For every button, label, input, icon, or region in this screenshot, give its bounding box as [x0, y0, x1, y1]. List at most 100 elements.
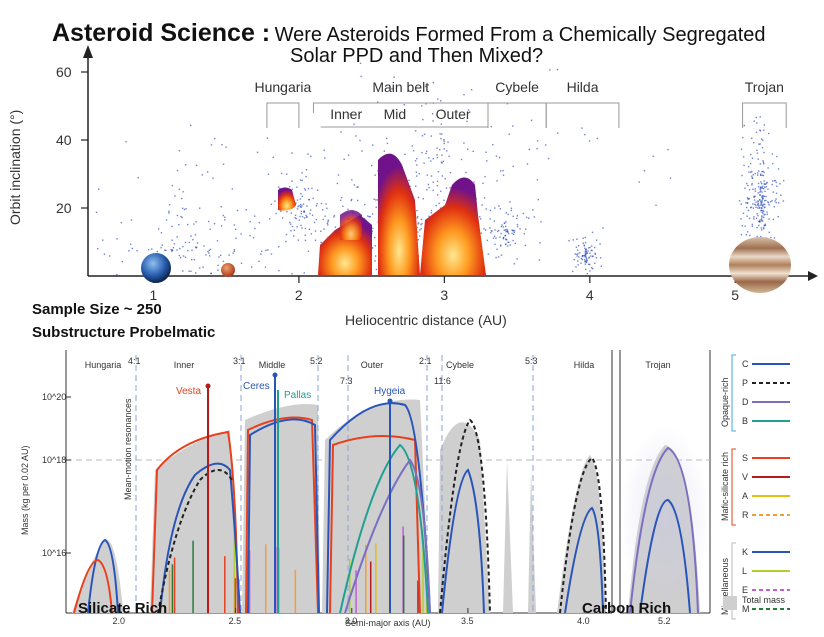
- scatter-point: [443, 148, 445, 150]
- scatter-point: [772, 180, 774, 182]
- legend-item-label: D: [742, 397, 749, 407]
- region-label: Trojan: [745, 79, 784, 95]
- scatter-point: [519, 228, 521, 230]
- scatter-point: [414, 160, 417, 162]
- scatter-point: [759, 163, 762, 165]
- scatter-point: [496, 230, 499, 233]
- scatter-point: [311, 187, 313, 190]
- scatter-point: [441, 162, 443, 164]
- resonance-label: 4:1: [128, 356, 141, 366]
- scatter-point: [760, 182, 763, 185]
- scatter-point: [584, 260, 586, 263]
- scatter-point: [295, 202, 297, 204]
- scatter-point: [568, 239, 570, 242]
- scatter-point: [764, 203, 766, 206]
- scatter-point: [500, 225, 503, 228]
- scatter-point: [589, 270, 591, 272]
- scatter-point: [307, 250, 310, 253]
- vesta-label: Vesta: [176, 386, 201, 397]
- scatter-point: [285, 240, 287, 243]
- scatter-point: [374, 236, 376, 239]
- scatter-point: [171, 184, 174, 187]
- scatter-point: [430, 135, 432, 137]
- bottom-xtick-label: 3.5: [461, 616, 474, 626]
- scatter-point: [759, 188, 762, 191]
- scatter-point: [494, 229, 496, 231]
- scatter-point: [280, 172, 283, 175]
- scatter-point: [225, 146, 227, 148]
- scatter-point: [586, 259, 588, 262]
- scatter-point: [761, 218, 763, 220]
- scatter-point: [102, 239, 104, 241]
- scatter-point: [751, 223, 754, 226]
- scatter-point: [740, 234, 743, 236]
- scatter-point: [280, 210, 282, 212]
- scatter-point: [479, 218, 482, 220]
- scatter-point: [173, 243, 176, 245]
- curve-C-inner: [159, 462, 241, 614]
- scatter-point: [323, 149, 325, 151]
- scatter-point: [277, 186, 280, 188]
- scatter-point: [763, 206, 766, 209]
- scatter-point: [420, 223, 422, 226]
- scatter-point: [194, 272, 197, 274]
- scatter-point: [536, 148, 538, 150]
- scatter-point: [421, 222, 423, 225]
- scatter-point: [386, 142, 389, 145]
- scatter-point: [176, 236, 178, 238]
- scatter-point: [323, 228, 325, 230]
- scatter-point: [507, 232, 510, 235]
- scatter-point: [279, 187, 281, 190]
- scatter-point: [210, 272, 212, 274]
- scatter-point: [417, 196, 420, 199]
- scatter-point: [290, 230, 292, 232]
- scatter-point: [510, 209, 513, 212]
- scatter-point: [490, 232, 492, 234]
- scatter-point: [181, 216, 183, 219]
- scatter-point: [296, 199, 299, 201]
- scatter-point: [775, 181, 778, 184]
- scatter-point: [297, 239, 300, 241]
- scatter-point: [744, 225, 746, 227]
- scatter-point: [293, 235, 295, 237]
- scatter-point: [507, 245, 509, 247]
- scatter-point: [584, 263, 587, 265]
- title-bold: Asteroid Science :: [52, 19, 271, 47]
- scatter-point: [764, 223, 766, 225]
- scatter-point: [751, 170, 753, 173]
- scatter-point: [484, 229, 487, 231]
- scatter-point: [340, 131, 342, 133]
- scatter-point: [753, 195, 755, 198]
- scatter-point: [233, 250, 236, 252]
- scatter-point: [763, 227, 765, 230]
- scatter-point: [305, 168, 308, 171]
- scatter-point: [438, 202, 440, 205]
- bottom-region-label: Inner: [174, 360, 195, 370]
- scatter-point: [776, 185, 778, 187]
- scatter-point: [528, 148, 531, 151]
- scatter-point: [343, 158, 345, 160]
- scatter-point: [508, 133, 510, 135]
- scatter-point: [463, 142, 465, 144]
- scatter-point: [447, 141, 449, 143]
- scatter-point: [513, 229, 516, 232]
- scatter-point: [748, 171, 750, 173]
- scatter-point: [588, 247, 590, 249]
- scatter-point: [303, 272, 305, 274]
- scatter-point: [512, 215, 514, 218]
- scatter-point: [752, 203, 754, 205]
- scatter-point: [160, 232, 163, 234]
- taxonomy-curves: [73, 402, 699, 614]
- scatter-point: [754, 172, 756, 175]
- scatter-point: [745, 202, 747, 204]
- scatter-point: [353, 123, 355, 125]
- scatter-point: [416, 226, 418, 229]
- scatter-point: [594, 246, 596, 249]
- scatter-point: [502, 236, 505, 239]
- scatter-point: [756, 149, 758, 152]
- scatter-point: [443, 142, 445, 145]
- scatter-point: [766, 213, 768, 216]
- scatter-point: [581, 255, 584, 258]
- scatter-point: [184, 164, 187, 166]
- scatter-point: [507, 213, 509, 216]
